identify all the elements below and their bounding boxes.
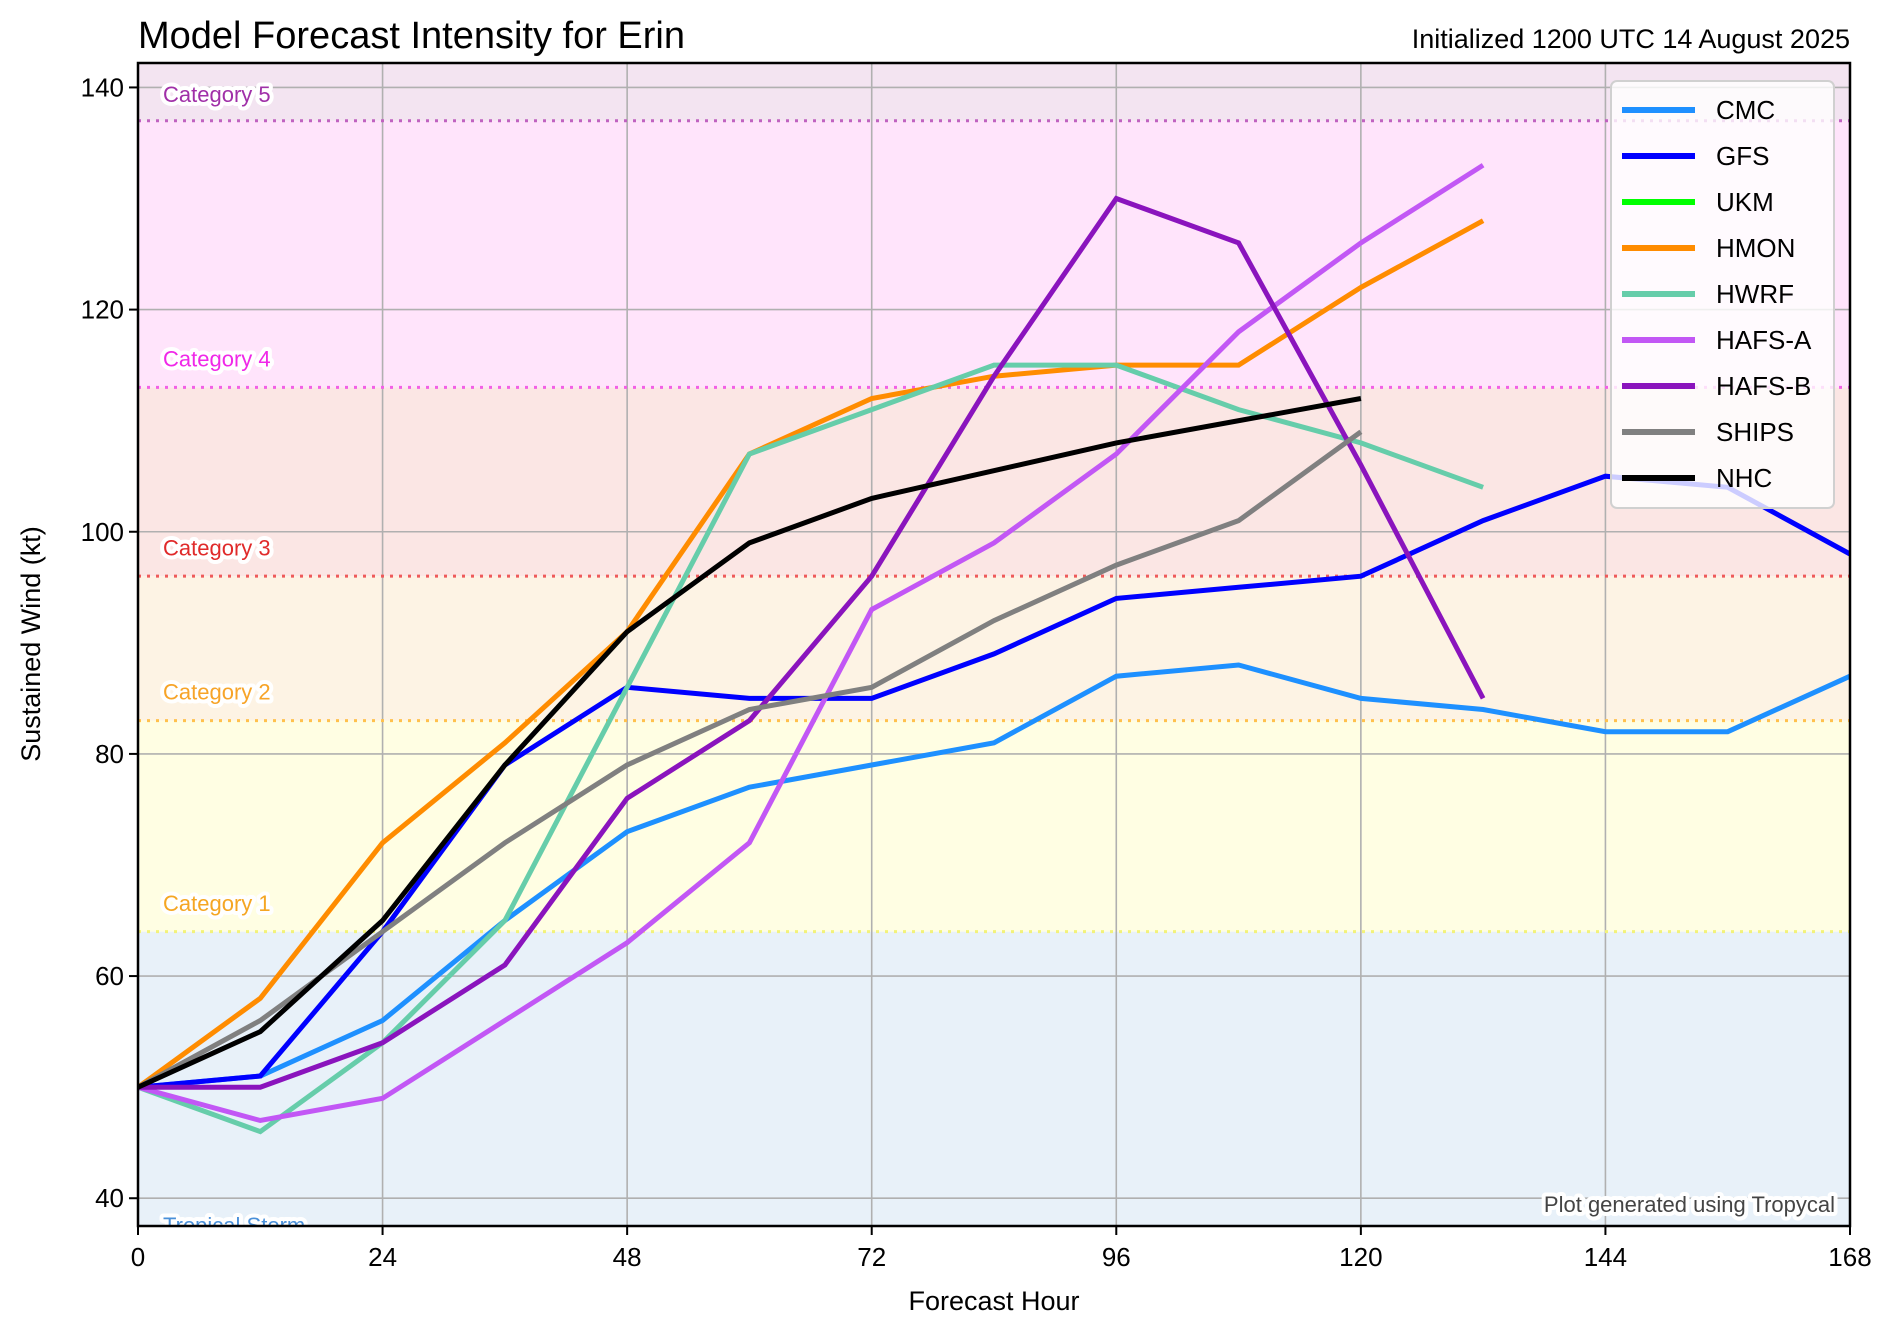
y-tick-label: 60 [95,961,124,991]
category-label: Category 5 [163,82,271,107]
chart-title: Model Forecast Intensity for Erin [138,15,685,57]
series-line-hafs-a [138,163,1485,1124]
credit-text: Plot generated using Tropycal [1544,1192,1835,1217]
category-band [138,931,1850,1226]
y-tick-label: 40 [95,1183,124,1213]
chart-subtitle: Initialized 1200 UTC 14 August 2025 [1412,24,1850,54]
legend: CMC GFS UKM HMON HWRF HAFS-A HAFS-B SHIPS NHC [1610,80,1835,509]
x-tick-label: 120 [1339,1242,1382,1272]
x-tick-label: 0 [131,1242,145,1272]
x-tick-label: 48 [613,1242,642,1272]
category-label: Category 3 [163,535,271,560]
x-tick-label: 168 [1828,1242,1871,1272]
legend-label: HWRF [1716,279,1794,309]
series-line-hmon [138,218,1485,1090]
series-line-gfs [138,473,1850,1090]
legend-label: CMC [1716,95,1775,125]
y-tick-label: 100 [81,517,124,547]
category-band [138,576,1850,721]
legend-label: UKM [1716,187,1774,217]
series-line-hafs-b [138,195,1486,1090]
legend-label: GFS [1716,141,1769,171]
legend-label: HAFS-A [1716,325,1812,355]
category-label: Tropical Storm [163,1213,305,1238]
category-band [138,720,1850,932]
legend-label: SHIPS [1716,417,1794,447]
x-tick-label: 96 [1102,1242,1131,1272]
x-axis-label: Forecast Hour [908,1286,1079,1316]
series-line-ships [138,429,1363,1090]
category-band [138,120,1850,388]
legend-label: NHC [1716,463,1772,493]
y-tick-label: 80 [95,739,124,769]
series-line-cmc [138,662,1850,1090]
plot-frame [136,61,1852,1228]
category-band [138,63,1850,121]
category-label: Category 4 [163,346,271,371]
y-tick-label: 120 [81,295,124,325]
legend-label: HMON [1716,233,1795,263]
series-line-nhc [138,396,1362,1090]
category-label: Category 2 [163,680,271,705]
category-label: Category 1 [163,891,271,916]
x-tick-label: 72 [857,1242,886,1272]
y-axis-label: Sustained Wind (kt) [16,526,46,762]
legend-label: HAFS-B [1716,371,1811,401]
x-tick-label: 24 [368,1242,397,1272]
x-tick-label: 144 [1584,1242,1627,1272]
legend-box [1610,80,1835,509]
y-tick-label: 140 [81,72,124,102]
